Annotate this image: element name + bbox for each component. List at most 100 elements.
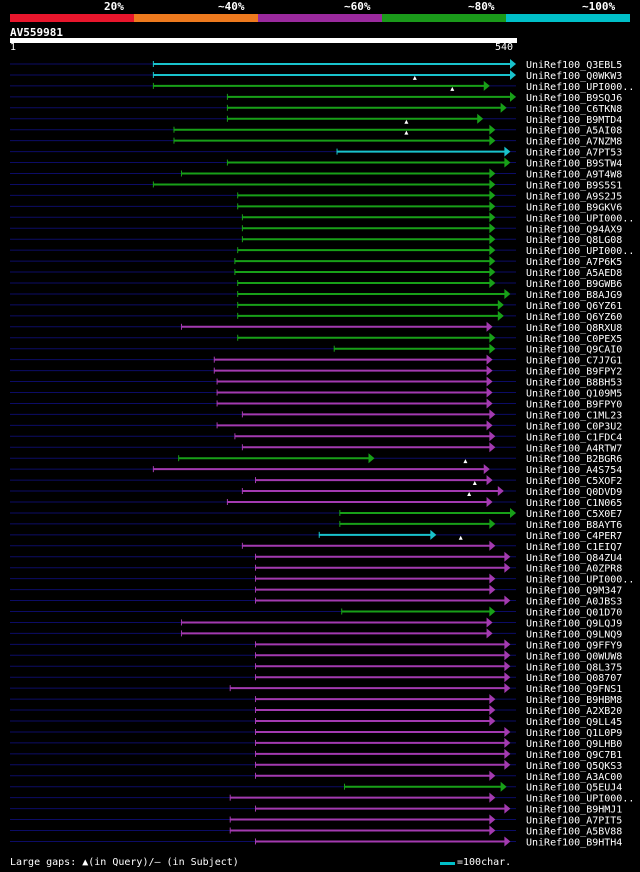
hit-label[interactable]: UniRef100_A9T4W8 [526,170,622,181]
hit-label[interactable]: UniRef100_C0PEX5 [526,334,622,345]
hit-label[interactable]: UniRef100_Q9CAI0 [526,345,622,356]
hit-label[interactable]: UniRef100_B8AJG9 [526,290,622,301]
hit-label[interactable]: UniRef100_A7P6K5 [526,257,622,268]
hit-arrow [504,551,511,562]
hit-label[interactable]: UniRef100_Q0WKW3 [526,71,622,82]
hit-label[interactable]: UniRef100_A0JBS3 [526,597,622,608]
hit-label[interactable]: UniRef100_Q8L375 [526,662,622,673]
hit-label[interactable]: UniRef100_B9STW4 [526,159,622,170]
hit-arrow [504,836,511,847]
hit-arrow [500,781,507,792]
hit-label[interactable]: UniRef100_Q94AX9 [526,224,622,235]
hit-label[interactable]: UniRef100_Q0DVD9 [526,487,622,498]
hit-arrow [489,694,496,705]
query-gap-marker [450,86,455,91]
hit-label[interactable]: UniRef100_Q6YZ60 [526,312,622,323]
hit-label[interactable]: UniRef100_UPI000.. [526,575,634,586]
hit-label[interactable]: UniRef100_C1N065 [526,498,622,509]
hit-label[interactable]: UniRef100_Q8LG08 [526,235,622,246]
hit-label[interactable]: UniRef100_B9GWB6 [526,279,622,290]
hit-arrow [489,518,496,529]
footer-scale-bar [440,862,455,865]
hit-arrow [497,486,504,497]
hit-arrow [504,748,511,759]
hit-label[interactable]: UniRef100_B9SQJ6 [526,93,622,104]
hit-label[interactable]: UniRef100_Q109M5 [526,389,622,400]
hit-label[interactable]: UniRef100_A5AED8 [526,268,622,279]
hit-arrow [504,146,511,157]
hit-label[interactable]: UniRef100_B9S5S1 [526,180,622,191]
legend-segment [10,14,134,22]
hit-arrow [489,705,496,716]
hit-label[interactable]: UniRef100_B9HBM8 [526,695,622,706]
hit-label[interactable]: UniRef100_Q01D70 [526,608,622,619]
hit-arrow [497,299,504,310]
hit-label[interactable]: UniRef100_C7J7G1 [526,356,622,367]
legend-segment [382,14,506,22]
hit-label[interactable]: UniRef100_C5XOF2 [526,476,622,487]
hit-arrow [489,716,496,726]
hit-label[interactable]: UniRef100_C0P3U2 [526,421,622,432]
hit-label[interactable]: UniRef100_A7NZM8 [526,137,622,148]
hit-label[interactable]: UniRef100_Q5QKS3 [526,761,622,772]
hit-label[interactable]: UniRef100_Q1L0P9 [526,728,622,739]
hit-arrow [489,332,496,343]
hit-label[interactable]: UniRef100_UPI000.. [526,82,634,93]
query-gap-marker [472,481,477,486]
hit-arrow [489,606,496,617]
hit-label[interactable]: UniRef100_UPI000.. [526,213,634,224]
hit-label[interactable]: UniRef100_B9FPY0 [526,399,622,410]
hit-label[interactable]: UniRef100_UPI000.. [526,246,634,257]
hit-label[interactable]: UniRef100_B9HTH4 [526,837,622,848]
hit-label[interactable]: UniRef100_A9S2J5 [526,191,622,202]
hit-label[interactable]: UniRef100_A4RTW7 [526,443,622,454]
hit-label[interactable]: UniRef100_B2BGR6 [526,454,622,465]
hit-label[interactable]: UniRef100_A4S754 [526,465,622,476]
hit-arrow [430,529,437,540]
hit-label[interactable]: UniRef100_A0ZPR8 [526,564,622,575]
hit-label[interactable]: UniRef100_UPI000.. [526,794,634,805]
hit-label[interactable]: UniRef100_Q9M347 [526,586,622,597]
hit-label[interactable]: UniRef100_Q9FFY9 [526,640,622,651]
hit-label[interactable]: UniRef100_C5X0E7 [526,509,622,520]
hit-label[interactable]: UniRef100_Q6YZ61 [526,301,622,312]
legend-segment [506,14,630,22]
hit-arrow [504,288,511,299]
hit-label[interactable]: UniRef100_B9FPY2 [526,367,622,378]
hit-label[interactable]: UniRef100_C1ML23 [526,410,622,421]
hit-arrow [504,683,511,694]
hit-label[interactable]: UniRef100_B8AYT6 [526,520,622,531]
hit-label[interactable]: UniRef100_C6TKN8 [526,104,622,115]
hit-label[interactable]: UniRef100_C4PER7 [526,531,622,542]
hit-label[interactable]: UniRef100_Q0WUW8 [526,651,622,662]
hit-arrow [489,245,496,256]
query-gap-marker [458,535,463,540]
hit-label[interactable]: UniRef100_A7PIT5 [526,816,622,827]
hit-label[interactable]: UniRef100_Q9LL45 [526,717,622,728]
hit-label[interactable]: UniRef100_Q3EBL5 [526,60,622,71]
hit-label[interactable]: UniRef100_B9HMJ1 [526,805,622,816]
hit-label[interactable]: UniRef100_Q9LQJ9 [526,618,622,629]
hit-label[interactable]: UniRef100_A2XB20 [526,706,622,717]
hit-label[interactable]: UniRef100_Q9C7B1 [526,750,622,761]
hit-label[interactable]: UniRef100_Q5EUJ4 [526,783,622,794]
hit-label[interactable]: UniRef100_Q08707 [526,673,622,684]
hit-arrow [489,540,496,551]
hit-label[interactable]: UniRef100_A7PT53 [526,148,622,159]
hit-label[interactable]: UniRef100_B9GKV6 [526,202,622,213]
hit-label[interactable]: UniRef100_Q9LNQ9 [526,629,622,640]
hit-label[interactable]: UniRef100_B9MTD4 [526,115,622,126]
hit-label[interactable]: UniRef100_B8BH53 [526,378,622,389]
hit-arrow [500,102,507,113]
hit-label[interactable]: UniRef100_A3AC00 [526,772,622,783]
hit-label[interactable]: UniRef100_C1FDC4 [526,432,622,443]
hit-arrow [504,639,511,650]
hit-label[interactable]: UniRef100_C1EIQ7 [526,542,622,553]
hit-label[interactable]: UniRef100_Q9LHB0 [526,739,622,750]
hit-label[interactable]: UniRef100_A5AI08 [526,126,622,137]
hit-label[interactable]: UniRef100_Q8RXU8 [526,323,622,334]
query-gap-marker [404,119,409,124]
hit-label[interactable]: UniRef100_Q9FNS1 [526,684,622,695]
hit-label[interactable]: UniRef100_A5BV88 [526,827,622,838]
hit-label[interactable]: UniRef100_Q84ZU4 [526,553,622,564]
